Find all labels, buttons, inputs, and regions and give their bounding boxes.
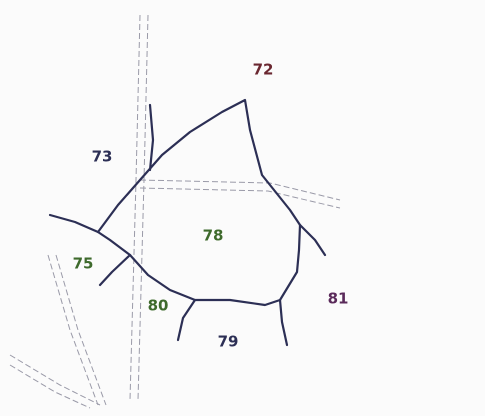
parcel-label: 79 xyxy=(218,333,239,351)
boundary-line xyxy=(278,298,289,347)
boundary-line xyxy=(98,253,132,287)
boundary-line xyxy=(176,298,197,342)
parcel-label: 72 xyxy=(253,61,274,79)
parcel-label: 81 xyxy=(328,290,349,308)
road xyxy=(129,14,141,401)
road xyxy=(47,254,99,406)
parcel-boundary xyxy=(96,98,302,307)
road xyxy=(139,179,341,201)
parcel-label: 78 xyxy=(203,227,224,245)
boundary-line xyxy=(148,103,155,172)
parcel-label: 75 xyxy=(73,255,94,273)
boundary-line xyxy=(298,223,327,257)
road xyxy=(55,254,107,406)
road xyxy=(9,354,101,406)
road xyxy=(139,187,341,209)
boundaries xyxy=(48,98,327,347)
roads xyxy=(9,14,341,409)
boundary-line xyxy=(48,213,100,234)
parcel-label: 73 xyxy=(92,148,113,166)
parcel-label: 80 xyxy=(148,297,169,315)
